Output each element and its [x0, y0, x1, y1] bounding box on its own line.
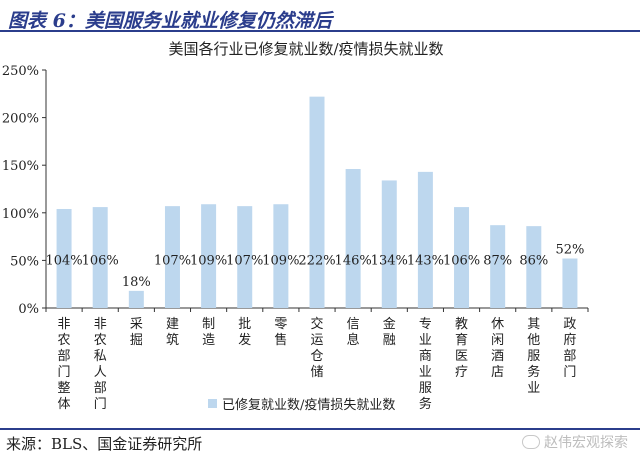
bar [273, 204, 289, 308]
x-tick-label: 教育医疗 [455, 316, 468, 380]
legend-label: 已修复就业数/疫情损失就业数 [222, 397, 395, 413]
x-tick-label: 建筑 [166, 317, 179, 348]
x-tick-label: 其他服务业 [527, 317, 540, 396]
bar-data-label: 222% [298, 253, 335, 268]
y-tick-label: 150% [2, 159, 39, 174]
bar [417, 171, 433, 308]
bar-data-label: 106% [82, 253, 119, 268]
bar-data-label: 107% [154, 253, 191, 268]
x-tick-label: 交运仓储 [310, 316, 323, 380]
bar [201, 204, 217, 308]
bar-data-label: 18% [122, 275, 151, 290]
x-tick-label: 政府部门 [563, 317, 576, 380]
title-divider [0, 30, 640, 32]
x-tick-label: 批发 [238, 317, 251, 348]
x-tick-label: 非农部门整体 [58, 317, 71, 412]
bar [309, 96, 325, 308]
y-tick-label: 0% [18, 302, 39, 317]
y-tick-label: 50% [10, 254, 39, 269]
x-tick-label: 专业商业服务 [419, 317, 432, 412]
bar-data-label: 134% [371, 253, 408, 268]
bar [454, 207, 470, 308]
figure-title: 图表 6：美国服务业就业修复仍然滞后 [8, 10, 332, 32]
x-tick-label: 信息 [347, 317, 360, 348]
bar-chart: 美国各行业已修复就业数/疫情损失就业数 0% 50% 100% 150% 200% 250%… [2, 40, 589, 413]
bar-data-label: 107% [226, 253, 263, 268]
x-tick-label: 休闲酒店 [491, 317, 504, 380]
watermark-text: 赵伟宏观探索 [544, 435, 628, 451]
y-tick-label: 100% [2, 207, 39, 222]
bar [92, 207, 108, 308]
bar [381, 180, 397, 308]
x-tick-label: 采掘 [130, 317, 143, 348]
bar-data-label: 143% [407, 253, 444, 268]
bar [345, 169, 361, 308]
chart-title: 美国各行业已修复就业数/疫情损失就业数 [168, 40, 443, 58]
bar-data-label: 104% [45, 253, 82, 268]
bar [562, 258, 578, 308]
footer-divider [0, 428, 640, 430]
x-tick-label: 制造 [202, 317, 215, 348]
legend-swatch [208, 399, 217, 408]
x-tick-label: 非农私人部门 [94, 317, 107, 412]
bar-data-label: 52% [555, 242, 584, 257]
bar-data-label: 106% [443, 253, 480, 268]
bar-data-label: 109% [262, 253, 299, 268]
bar [56, 208, 72, 308]
source-note: 来源：BLS、国金证券研究所 [6, 435, 203, 453]
watermark: 赵伟宏观探索 [522, 432, 628, 452]
bar-data-label: 146% [335, 253, 372, 268]
bar [526, 226, 542, 308]
bar [128, 290, 144, 308]
x-tick-label: 零售 [274, 317, 287, 348]
bar [490, 225, 506, 308]
y-tick-label: 200% [2, 112, 39, 127]
x-tick-label: 金融 [383, 316, 396, 348]
y-tick-label: 250% [2, 64, 39, 79]
bar-data-label: 86% [519, 253, 548, 268]
bar [164, 206, 180, 308]
wechat-icon [522, 435, 540, 449]
bar-data-label: 109% [190, 253, 227, 268]
bar-data-label: 87% [483, 253, 512, 268]
bar [237, 206, 253, 308]
